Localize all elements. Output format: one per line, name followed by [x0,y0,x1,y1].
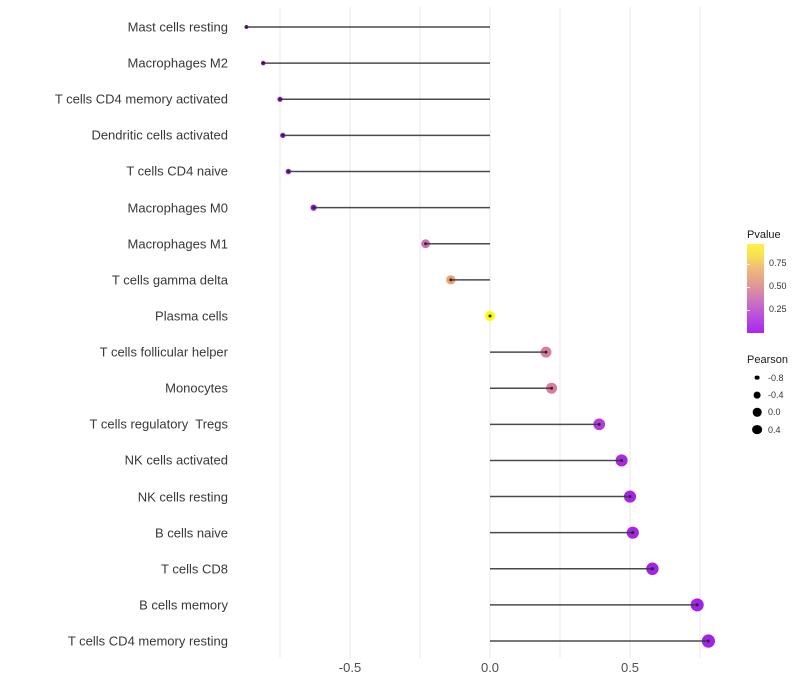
point-center-dot [544,350,548,354]
y-axis-label: NK cells activated [124,452,228,468]
lollipop-row [490,526,639,539]
pvalue-gradient-bar [747,244,764,333]
point-center-dot [695,603,699,607]
y-axis-label: T cells CD4 memory activated [54,91,228,107]
lollipop-row [285,168,490,175]
pearson-legend-label: -0.4 [768,389,784,400]
y-axis-label: T cells follicular helper [99,344,228,360]
pearson-legend-label: 0.0 [768,407,781,418]
y-axis-label: NK cells resting [137,489,228,505]
lollipop-row [490,598,704,612]
lollipop-row [244,24,490,30]
lollipop-row [490,634,716,648]
lollipop-row [490,418,606,431]
pvalue-legend: Pvalue 0.75 0.50 0.25 [747,229,800,333]
lollipop-row [490,346,552,358]
pvalue-tick-label: 0.75 [769,258,787,269]
pearson-legend-title: Pearson [747,354,788,366]
pearson-legend-item: 0.0 [747,404,800,421]
pearson-legend-dot [752,407,762,417]
pearson-legend-dot [752,424,762,435]
pearson-legend-dot [753,391,761,399]
y-axis-label: T cells CD4 memory resting [67,633,228,649]
point-center-dot [631,531,635,535]
pvalue-tick-label: 0.50 [769,281,787,292]
x-axis-tick-label: -0.5 [338,660,362,675]
point-center-dot [620,458,624,462]
point-center-dot [597,422,601,426]
y-axis-label: T cells CD8 [161,561,228,577]
y-axis-label: Monocytes [165,380,228,396]
y-axis-label: Macrophages M2 [127,55,228,71]
pvalue-tick-label: 0.25 [769,304,787,315]
pearson-legend-label: -0.8 [768,372,784,383]
pearson-legend-dot [754,375,760,381]
lollipop-row [490,382,558,394]
point-center-dot [628,495,632,499]
y-axis-label: B cells memory [139,597,228,613]
pearson-legend-label: 0.4 [768,424,781,435]
pvalue-tickmark [747,286,750,288]
y-axis-label: Macrophages M0 [127,200,228,216]
lollipop-row [446,275,490,285]
point-center-dot [424,242,428,246]
pvalue-legend-title: Pvalue [747,229,781,241]
point-center-dot [281,133,285,137]
point-center-dot [550,386,554,390]
pvalue-tickmark [747,309,750,311]
point-center-dot [312,206,316,210]
y-axis-label: Plasma cells [155,308,228,324]
pvalue-tickmark [747,263,750,265]
lollipop-row [280,132,490,139]
point-center-dot [278,97,282,101]
point-center-dot [706,639,710,643]
point-center-dot [488,314,492,318]
x-axis-tick-label: 0.0 [480,660,500,675]
lollipop-row [277,96,490,102]
y-axis-label: Macrophages M1 [127,236,228,252]
lollipop-row [490,490,637,503]
lollipop-row [310,204,490,211]
point-center-dot [449,278,453,282]
y-axis-label: T cells CD4 naive [126,163,228,179]
point-center-dot [261,61,265,65]
pearson-legend-item: -0.4 [747,386,800,403]
x-axis-tick-label: 0.5 [620,660,640,675]
y-axis-label: T cells regulatory Tregs [89,416,228,432]
pearson-legend-item: -0.8 [747,369,800,386]
y-axis-label: Dendritic cells activated [91,127,228,143]
point-center-dot [650,567,654,571]
lollipop-row [490,562,659,576]
y-axis-label: T cells gamma delta [111,272,228,288]
y-axis-label: Mast cells resting [127,19,228,35]
y-axis-label: B cells naive [155,525,228,541]
lollipop-row [260,60,490,66]
pearson-legend: Pearson -0.8 -0.4 0.0 0.4 [747,354,800,438]
lollipop-row [490,454,628,467]
point-center-dot [244,25,248,29]
lollipop-row [421,239,490,249]
pearson-legend-item: 0.4 [747,421,800,438]
point-center-dot [286,169,290,173]
lollipop-row [485,310,495,321]
